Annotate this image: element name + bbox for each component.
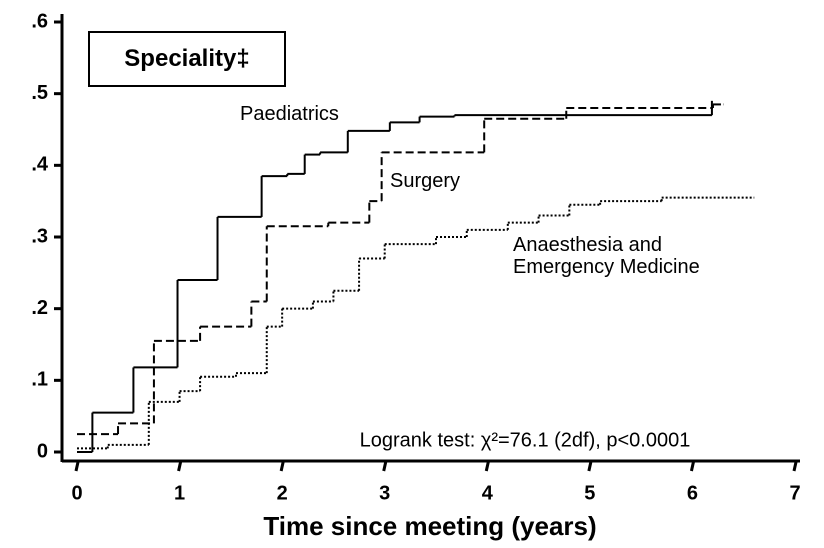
y-tick-label: .1 — [31, 369, 48, 391]
y-tick-label: .3 — [31, 225, 48, 247]
x-tick-label: 5 — [584, 482, 595, 504]
x-tick-label: 0 — [71, 482, 82, 504]
x-tick — [792, 461, 798, 472]
x-tick-label: 6 — [687, 482, 698, 504]
y-tick-label: .6 — [31, 10, 48, 32]
y-tick-label: 0 — [37, 440, 48, 462]
annotation: Logrank test: χ²=76.1 (2df), p<0.0001 — [360, 429, 691, 451]
x-tick — [587, 461, 593, 472]
x-tick-label: 4 — [482, 482, 494, 504]
x-axis-label: Time since meeting (years) — [263, 511, 596, 541]
y-tick-label: .4 — [31, 154, 49, 176]
series-label: Paediatrics — [240, 103, 339, 125]
x-tick — [177, 461, 183, 472]
y-tick-label: .5 — [31, 82, 48, 104]
x-tick — [74, 461, 80, 472]
x-tick-label: 7 — [789, 482, 800, 504]
x-tick — [689, 461, 695, 472]
legend-title: Speciality‡ — [88, 31, 286, 87]
x-tick — [484, 461, 490, 472]
x-tick-label: 1 — [174, 482, 185, 504]
x-tick-label: 2 — [277, 482, 288, 504]
y-tick-label: .2 — [31, 297, 48, 319]
x-tick — [382, 461, 388, 472]
series-label: Surgery — [390, 170, 461, 192]
series-label: Anaesthesia and Emergency Medicine — [513, 234, 700, 278]
x-tick — [279, 461, 285, 472]
x-tick-label: 3 — [379, 482, 390, 504]
